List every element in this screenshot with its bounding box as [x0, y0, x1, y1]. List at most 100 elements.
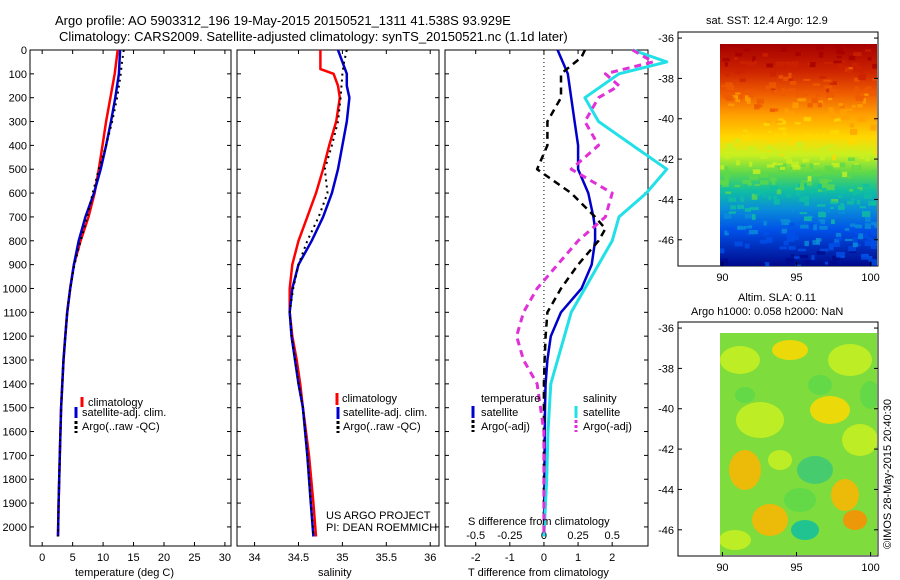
sst-cell: [768, 130, 772, 134]
sst-cell: [749, 161, 753, 167]
sst-cell: [846, 263, 854, 266]
sla-blob: [729, 450, 761, 490]
sst-cell: [864, 88, 868, 93]
sst-cell: [726, 139, 730, 144]
legend-label-satellite: satellite-adj. clim.: [343, 407, 427, 419]
y-tick-label: 1500: [3, 403, 27, 415]
sst-cell: [817, 183, 822, 190]
sla-map-title-1: Altim. SLA: 0.11: [738, 292, 816, 304]
sst-cell: [781, 228, 788, 234]
sst-cell: [836, 251, 845, 258]
sst-cell: [864, 206, 872, 209]
sst-cell: [830, 130, 839, 136]
sst-cell: [761, 173, 769, 178]
sst-cell: [827, 96, 833, 101]
sst-cell: [730, 205, 736, 210]
sst-cell: [744, 48, 750, 52]
sst-cell: [763, 194, 767, 197]
difference-xlabel: T difference from climatology: [468, 567, 609, 579]
sst-cell: [856, 226, 864, 232]
sst-cell: [724, 230, 729, 236]
sla-blob: [784, 488, 816, 512]
y-tick-label: 0: [21, 45, 27, 57]
sst-cell: [868, 259, 877, 262]
sst-cell: [775, 120, 783, 123]
sst-cell: [826, 184, 835, 191]
sst-cell: [831, 163, 840, 168]
sst-cell: [780, 218, 789, 222]
sst-cell: [867, 170, 872, 174]
sst-cell: [720, 258, 729, 265]
sst-cell: [740, 61, 748, 65]
sst-cell: [875, 141, 877, 148]
watermark: ©IMOS 28-May-2015 20:40:30: [882, 399, 894, 549]
sst-cell: [855, 264, 863, 266]
sst-cell: [825, 92, 834, 98]
sla-blob: [842, 424, 877, 456]
sst-cell: [734, 69, 741, 75]
sst-cell: [818, 51, 824, 58]
sla-blob: [791, 520, 819, 540]
legend-label-climatology: climatology: [342, 393, 398, 405]
sst-cell: [780, 91, 786, 97]
sst-cell: [855, 188, 861, 194]
legend-heading-salinity: salinity: [583, 393, 617, 405]
sst-cell: [737, 204, 745, 210]
sst-cell: [763, 231, 769, 236]
legend-label-s-satellite: satellite: [583, 407, 620, 419]
map-y-tick-label: -40: [658, 114, 674, 126]
sst-cell: [796, 68, 801, 71]
sst-cell: [809, 62, 816, 68]
sst-cell: [740, 196, 744, 203]
sst-cell: [835, 235, 843, 241]
sst-cell: [738, 95, 743, 100]
sst-cell: [742, 135, 752, 141]
sst-cell: [762, 53, 768, 57]
sst-cell: [725, 82, 733, 86]
sst-cell: [852, 242, 858, 248]
sst-cell: [802, 158, 806, 163]
x-tick-label: 35: [336, 552, 348, 564]
legend-label-climatology: climatology: [88, 397, 144, 409]
sst-cell: [745, 95, 751, 102]
sst-cell: [865, 156, 870, 162]
y-tick-label: 1200: [3, 331, 27, 343]
sst-cell: [789, 222, 795, 227]
sst-cell: [851, 104, 856, 108]
sst-cell: [857, 187, 863, 191]
sst-cell: [855, 97, 864, 101]
sst-cell: [847, 44, 853, 47]
sst-cell: [846, 69, 855, 73]
sst-cell: [874, 224, 877, 228]
sst-cell: [863, 73, 867, 77]
sst-cell: [766, 139, 776, 144]
sla-blob: [736, 402, 784, 438]
sst-cell: [835, 118, 841, 122]
y-tick-label: 500: [9, 164, 27, 176]
sst-cell: [830, 261, 835, 266]
sst-cell: [855, 224, 863, 229]
sst-cell: [812, 83, 820, 87]
series-line-difference-3: [515, 48, 655, 537]
sst-cell: [857, 116, 866, 122]
sst-cell: [803, 78, 811, 81]
x-tick-label: 2: [609, 552, 615, 564]
sst-cell: [783, 240, 789, 246]
x-top-tick-label: 0.5: [605, 530, 620, 542]
sst-cell: [786, 236, 795, 242]
sst-cell: [871, 240, 877, 246]
sst-cell: [850, 223, 856, 227]
salinity-legend: climatology satellite-adj. clim. Argo(..…: [335, 393, 427, 433]
sst-cell: [857, 75, 866, 81]
sst-cell: [797, 248, 806, 252]
sst-cell: [756, 98, 764, 104]
sst-cell: [815, 134, 819, 140]
sst-cell: [780, 166, 785, 170]
sst-heatmap: [720, 44, 877, 266]
sst-cell: [801, 90, 809, 97]
sst-cell: [852, 237, 858, 242]
sst-cell: [781, 220, 789, 225]
sst-cell: [865, 49, 872, 52]
sst-cell: [759, 154, 768, 159]
x-tick-label: 0: [541, 552, 547, 564]
